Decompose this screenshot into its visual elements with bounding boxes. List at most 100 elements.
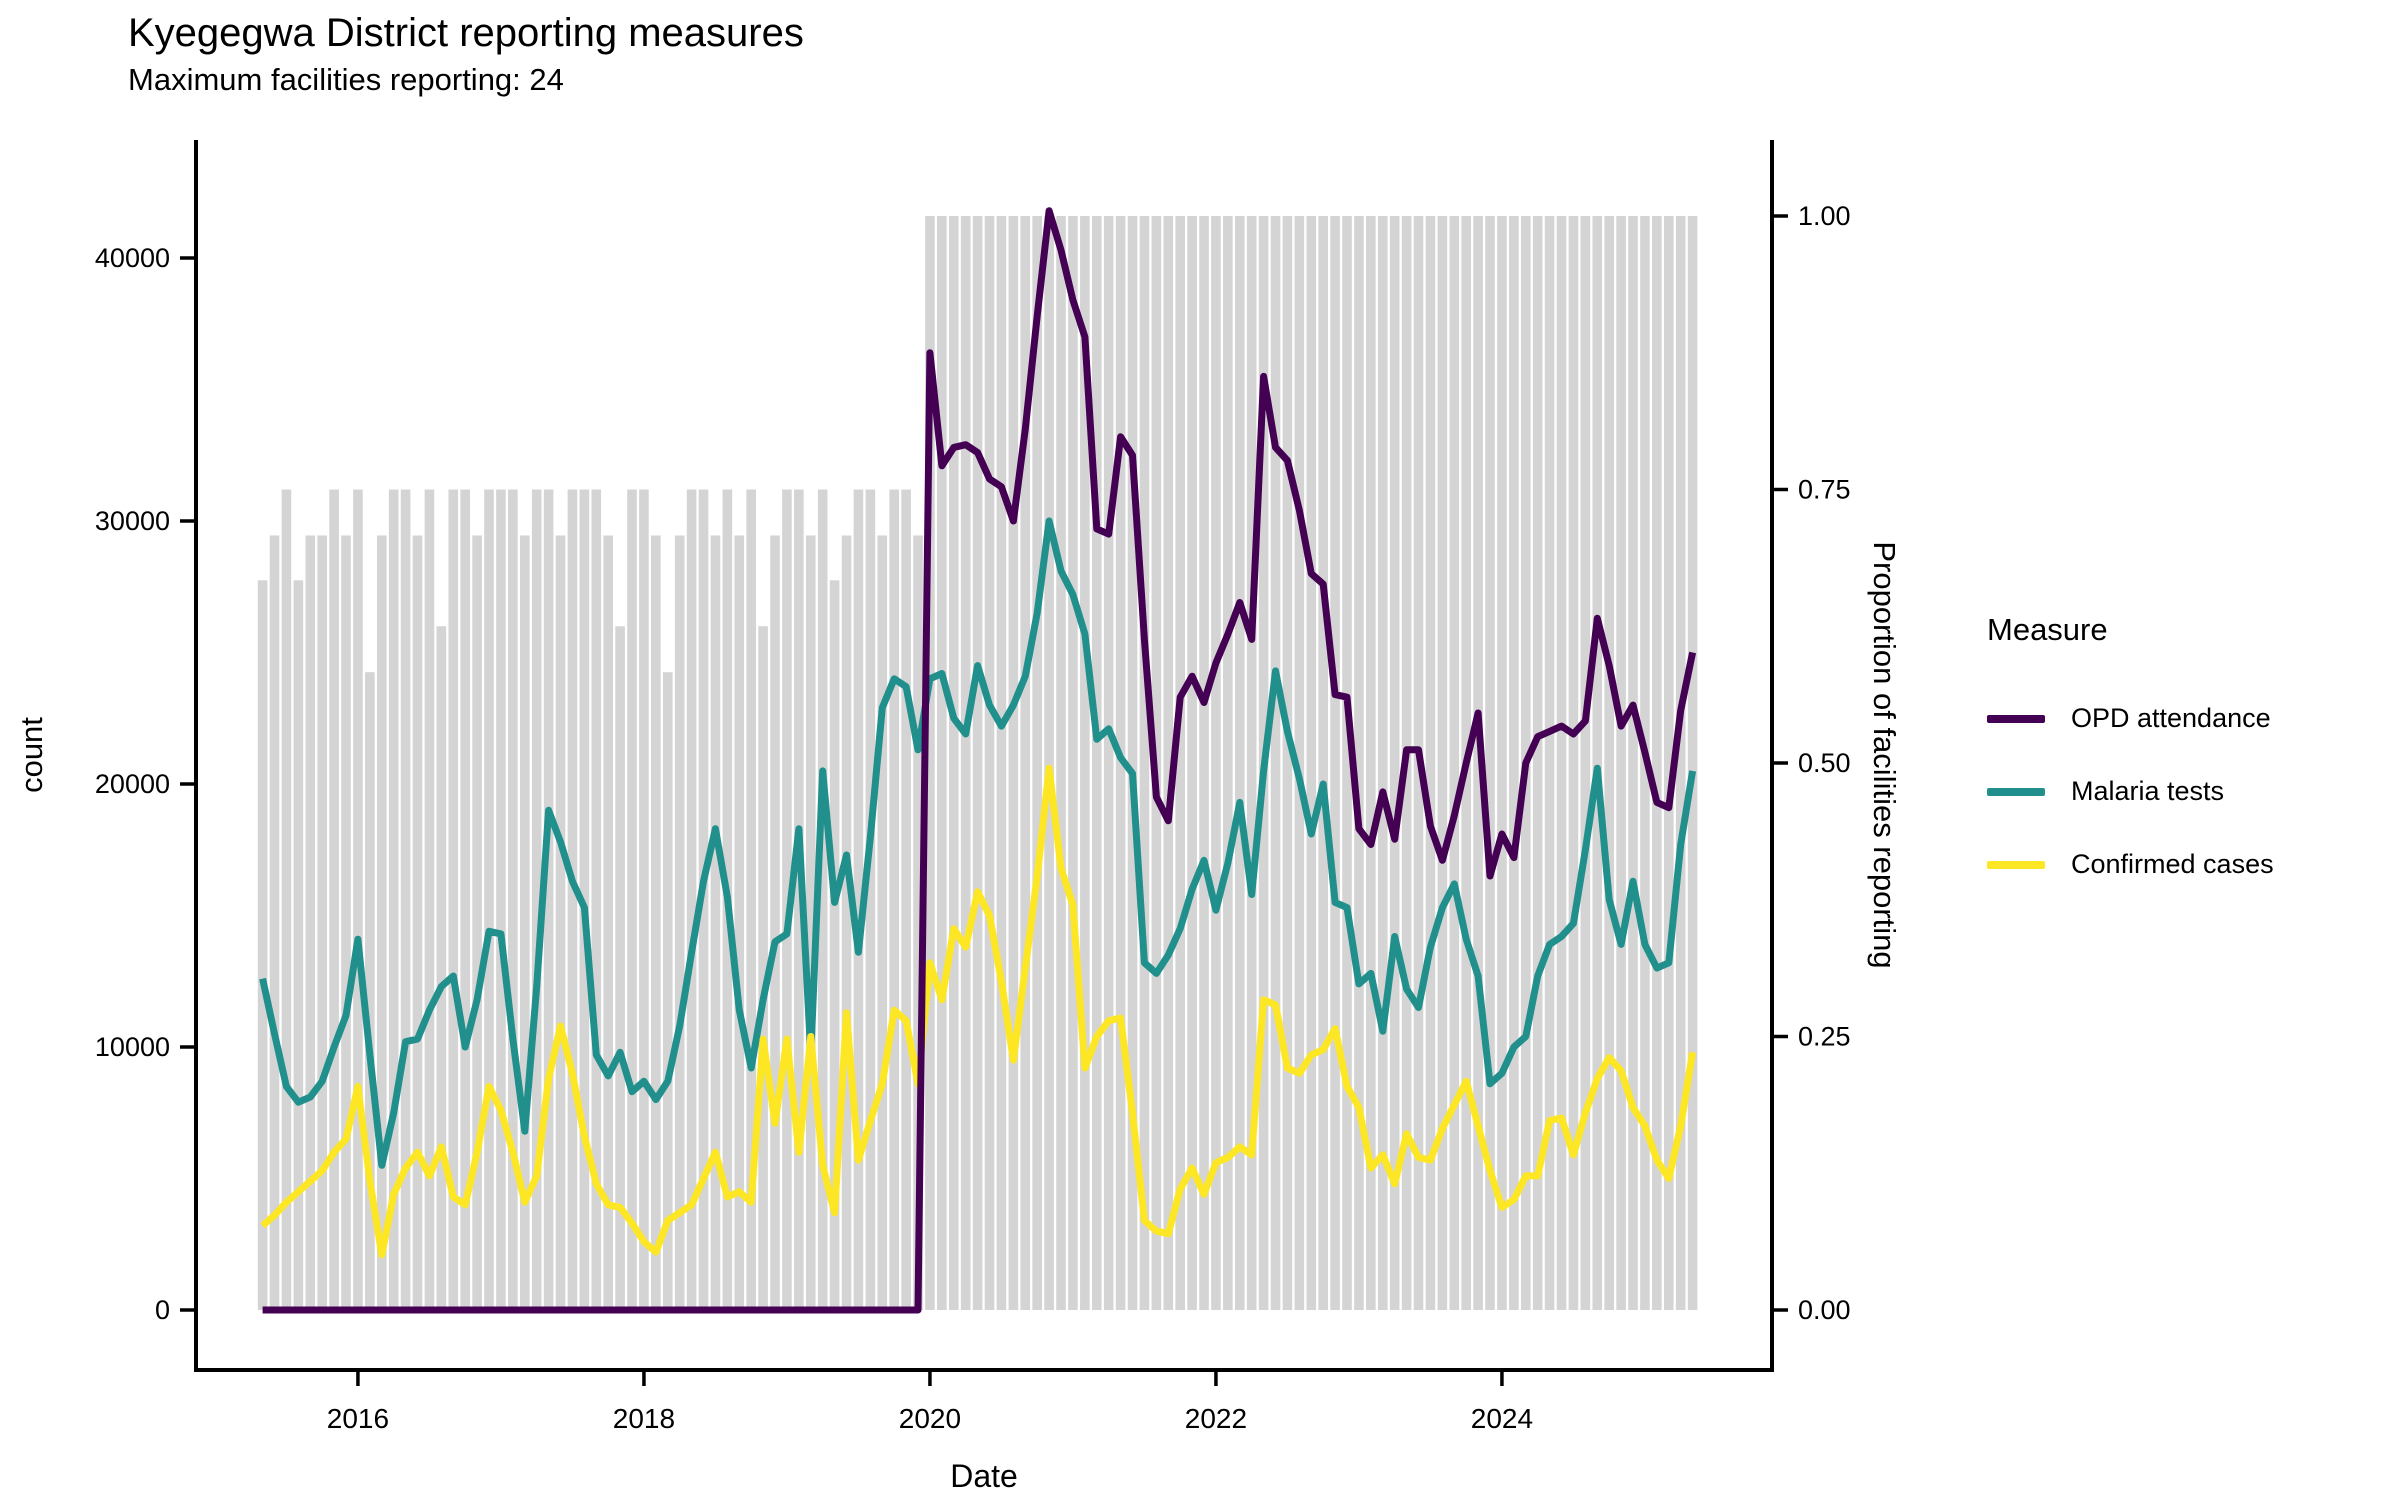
- facility-reporting-bar: [1532, 216, 1543, 1310]
- facility-reporting-bar: [686, 489, 697, 1310]
- facility-reporting-bar: [841, 535, 852, 1310]
- facility-reporting-bar: [1270, 216, 1281, 1310]
- facility-reporting-bar: [1080, 216, 1090, 1310]
- legend-item-label: OPD attendance: [2071, 703, 2271, 733]
- facility-reporting-bar: [1652, 216, 1662, 1310]
- facility-reporting-bar: [293, 580, 304, 1310]
- facility-reporting-bar: [1127, 216, 1138, 1310]
- facility-reporting-bar: [996, 216, 1007, 1310]
- facility-reporting-bar: [662, 672, 673, 1310]
- facility-reporting-bar: [627, 489, 637, 1310]
- facility-reporting-bar: [984, 216, 995, 1310]
- facility-reporting-bar: [1628, 216, 1638, 1310]
- series-line-opd-attendance: [262, 207, 1697, 1314]
- facility-reporting-bar: [1032, 216, 1042, 1310]
- facility-reporting-bar: [794, 489, 804, 1310]
- facility-reporting-bar: [651, 535, 661, 1310]
- facility-reporting-bar: [1318, 216, 1328, 1310]
- facility-reporting-bar: [1592, 216, 1603, 1310]
- y-axis-tick-label-left: 0: [155, 1295, 170, 1325]
- legend-item-label: Malaria tests: [2071, 776, 2225, 806]
- facility-reporting-bar: [1103, 216, 1114, 1310]
- facility-reporting-bar: [901, 489, 911, 1310]
- confirmed-cases-line-swatch: [1987, 860, 2045, 869]
- y-axis-title-right: Proportion of facilities reporting: [1867, 541, 1902, 969]
- facility-reporting-bar: [400, 489, 411, 1310]
- facility-reporting-bar: [1580, 216, 1591, 1310]
- y-axis-tick-label-right: 0.75: [1798, 475, 1851, 505]
- y-axis-tick-label-right: 0.00: [1798, 1295, 1851, 1325]
- facility-reporting-bar: [484, 489, 494, 1310]
- x-axis-title: Date: [950, 1458, 1018, 1494]
- facility-reporting-bar: [1568, 216, 1579, 1310]
- facility-reporting-bar: [805, 535, 816, 1310]
- facility-reporting-bar: [1199, 216, 1209, 1310]
- facility-reporting-bar: [365, 672, 375, 1310]
- series-line-malaria-tests: [259, 517, 1697, 1169]
- facility-reporting-bar: [1211, 216, 1221, 1310]
- malaria-tests-line-swatch: [1987, 787, 2045, 796]
- y-axis-tick-label-right: 1.00: [1798, 201, 1851, 231]
- facility-reporting-bar: [889, 489, 899, 1310]
- facility-reporting-bar: [1616, 216, 1626, 1310]
- x-axis-tick-label: 2016: [327, 1403, 389, 1434]
- y-axis-tick-label-left: 30000: [95, 506, 170, 536]
- facility-reporting-bar: [925, 216, 935, 1310]
- facility-reporting-bar: [1306, 216, 1317, 1310]
- x-axis-tick-label: 2024: [1471, 1403, 1533, 1434]
- facility-reporting-bar: [1223, 216, 1233, 1310]
- facility-reporting-bar: [1556, 216, 1567, 1310]
- x-axis-tick-label: 2022: [1185, 1403, 1247, 1434]
- facility-reporting-bar: [317, 535, 327, 1310]
- facility-reporting-bar: [972, 216, 983, 1310]
- y-axis-title-left: count: [14, 717, 49, 793]
- facility-reporting-bar: [1544, 216, 1555, 1310]
- facility-reporting-bar: [770, 535, 780, 1310]
- facility-reporting-bar: [508, 489, 518, 1310]
- facility-reporting-bar: [782, 489, 792, 1310]
- facility-reporting-bar: [817, 489, 828, 1310]
- facility-reporting-bar: [1437, 216, 1448, 1310]
- legend-item-label: Confirmed cases: [2071, 849, 2274, 879]
- facility-reporting-bar: [1663, 216, 1674, 1310]
- facility-reporting-bar: [257, 580, 268, 1310]
- facility-reporting-bar: [1020, 216, 1031, 1310]
- facility-reporting-bar: [1175, 216, 1185, 1310]
- facility-reporting-bar: [269, 535, 280, 1310]
- facility-reporting-bar: [460, 489, 470, 1310]
- facility-reporting-bar: [1366, 216, 1376, 1310]
- facility-reporting-bar: [1675, 216, 1686, 1310]
- facility-reporting-bar: [960, 216, 971, 1310]
- legend-item-confirmed-cases: Confirmed cases: [1987, 828, 2387, 901]
- facility-reporting-bar: [865, 489, 876, 1310]
- facility-reporting-bar: [543, 489, 554, 1310]
- y-axis-tick-label-right: 0.25: [1798, 1022, 1851, 1052]
- facility-reporting-bar: [448, 489, 459, 1310]
- x-axis-tick-label: 2018: [613, 1403, 675, 1434]
- legend-title: Measure: [1987, 612, 2108, 647]
- facility-reporting-bar: [329, 489, 339, 1310]
- facility-reporting-bar: [1294, 216, 1305, 1310]
- facility-reporting-bar: [353, 489, 363, 1310]
- facility-reporting-bar: [424, 489, 435, 1310]
- facility-reporting-bar: [1604, 216, 1614, 1310]
- facility-reporting-bar: [1068, 216, 1078, 1310]
- legend: Measure OPD attendance Malaria tests Con…: [1987, 612, 2387, 901]
- facility-reporting-bar: [1342, 216, 1352, 1310]
- series-line-confirmed-cases: [260, 764, 1697, 1259]
- facility-reporting-bar: [388, 489, 399, 1310]
- facility-reporting-bar: [1234, 216, 1245, 1310]
- facility-reporting-bar: [555, 535, 566, 1310]
- facility-reporting-bar: [1377, 216, 1388, 1310]
- facility-reporting-bar: [1473, 216, 1483, 1310]
- facility-reporting-bar: [1485, 216, 1495, 1310]
- facility-reporting-bar: [305, 535, 316, 1310]
- facility-reporting-bar: [1497, 216, 1507, 1310]
- x-axis-tick-label: 2020: [899, 1403, 961, 1434]
- facility-reporting-bar: [1425, 216, 1436, 1310]
- facility-reporting-bar: [472, 535, 482, 1310]
- facility-reporting-bar: [591, 489, 602, 1310]
- facility-reporting-bar: [746, 489, 756, 1310]
- facility-reporting-bar: [1330, 216, 1340, 1310]
